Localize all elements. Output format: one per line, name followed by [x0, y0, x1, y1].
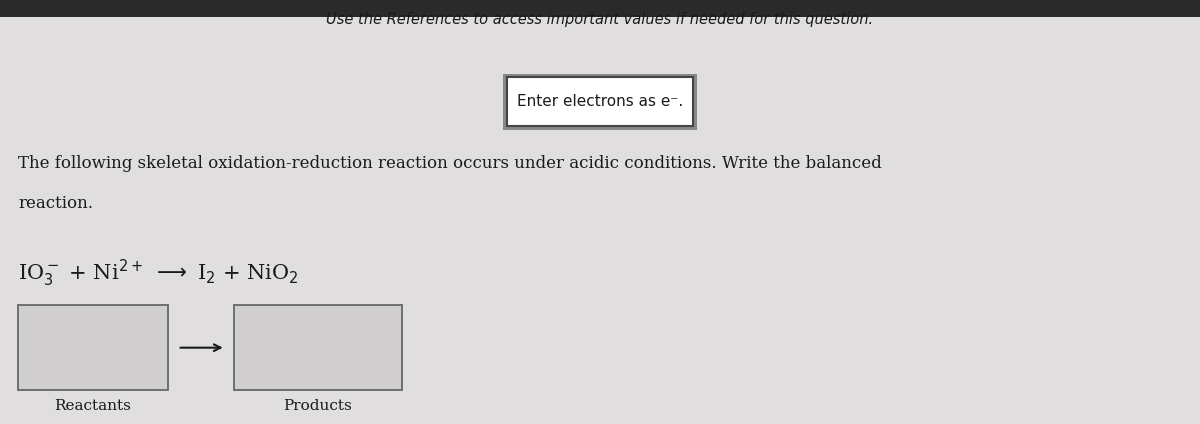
FancyBboxPatch shape — [504, 74, 696, 130]
FancyBboxPatch shape — [18, 305, 168, 390]
Text: Products: Products — [283, 399, 353, 413]
FancyBboxPatch shape — [0, 0, 1200, 17]
Text: IO$_3^-$ + Ni$^{2+}$ $\longrightarrow$ I$_2$ + NiO$_2$: IO$_3^-$ + Ni$^{2+}$ $\longrightarrow$ I… — [18, 258, 299, 289]
FancyBboxPatch shape — [234, 305, 402, 390]
Text: The following skeletal oxidation-reduction reaction occurs under acidic conditio: The following skeletal oxidation-reducti… — [18, 155, 887, 172]
Text: Reactants: Reactants — [54, 399, 132, 413]
Text: reaction.: reaction. — [18, 195, 94, 212]
FancyBboxPatch shape — [508, 77, 694, 126]
Text: Enter electrons as e⁻.: Enter electrons as e⁻. — [517, 94, 683, 109]
Text: Use the References to access important values if needed for this question.: Use the References to access important v… — [326, 11, 874, 27]
